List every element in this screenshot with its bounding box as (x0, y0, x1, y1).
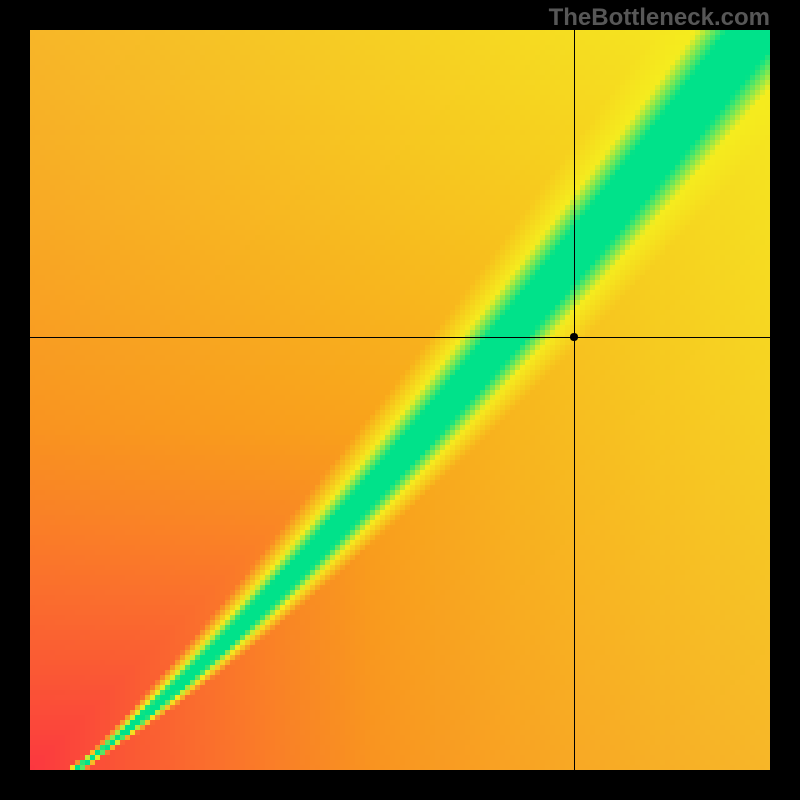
chart-container: TheBottleneck.com (0, 0, 800, 800)
bottleneck-heatmap (30, 30, 770, 770)
watermark-text: TheBottleneck.com (549, 4, 770, 32)
